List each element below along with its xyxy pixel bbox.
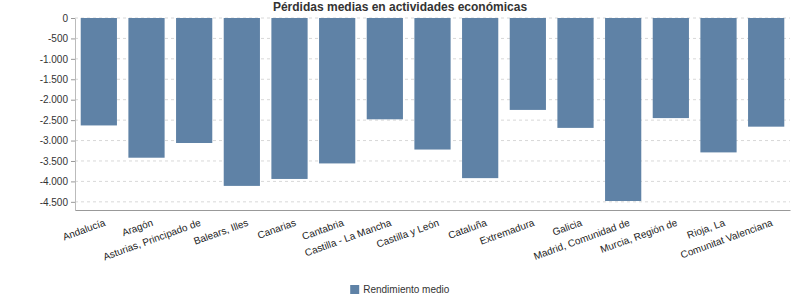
bar [128, 18, 164, 158]
grid-line [75, 160, 790, 161]
y-tick-label: 0 [62, 13, 68, 24]
y-tick-mark [71, 18, 75, 19]
x-tick-label: Castilla y León [375, 217, 440, 250]
y-tick-mark [71, 59, 75, 60]
legend-label: Rendimiento medio [363, 284, 450, 295]
x-tick: Canarias [256, 210, 297, 241]
y-tick-label: -1.500 [40, 74, 69, 85]
y-axis: -4.500 -4.000 -3.500 -3.000 -2.500 -2.000 -1.5… [40, 13, 76, 211]
y-tick-label: -3.000 [40, 135, 69, 146]
y-tick-label: -3.500 [40, 156, 69, 167]
plot: -4.500 -4.000 -3.500 -3.000 -2.500 -2.000 -1.5… [40, 13, 791, 263]
x-tick: Balears, Illes [192, 210, 250, 247]
x-tick-label: Murcia, Región de [599, 217, 679, 255]
x-tick: Asturias, Principado de [102, 210, 203, 262]
bar [462, 18, 498, 178]
y-tick-mark [71, 141, 75, 142]
x-tick: Murcia, Región de [599, 210, 679, 255]
x-tick-label: Extremadura [478, 217, 536, 247]
bar [319, 18, 355, 163]
y-tick-mark [71, 161, 75, 162]
y-tick-label: -2.500 [40, 115, 69, 126]
y-tick-mark [71, 181, 75, 182]
x-tick-label: Canarias [256, 217, 297, 241]
bars [81, 18, 785, 201]
title: Pérdidas medias en actividades económica… [273, 0, 527, 14]
x-tick-label: Asturias, Principado de [102, 217, 203, 263]
bar [224, 18, 260, 186]
bar [510, 18, 546, 110]
x-tick-label: Comunitat Valenciana [679, 217, 774, 261]
y-tick-label: -2.000 [40, 94, 69, 105]
y-tick-mark [71, 100, 75, 101]
y-axis-line [75, 19, 76, 211]
y-tick-mark [71, 202, 75, 203]
legend-item: Rendimiento medio [350, 284, 450, 295]
y-tick: 0 [62, 13, 75, 24]
y-tick: -2.500 [40, 115, 75, 126]
x-tick: Madrid, Comunidad de [532, 210, 631, 262]
y-tick: -3.000 [40, 135, 75, 146]
bar [271, 18, 307, 179]
legend-swatch [350, 285, 359, 294]
bar [81, 18, 117, 125]
x-tick: Castilla - La Mancha [303, 210, 393, 258]
y-tick-label: -1.000 [40, 54, 69, 65]
x-tick: Andalucía [61, 210, 107, 242]
x-tick: Comunitat Valenciana [679, 210, 774, 260]
bar [557, 18, 593, 128]
bar [653, 18, 689, 118]
bar [748, 18, 784, 127]
grid-line [75, 201, 790, 202]
y-tick-mark [71, 38, 75, 39]
y-tick: -2.000 [40, 94, 75, 105]
y-tick-mark [71, 120, 75, 121]
y-tick: -500 [48, 33, 75, 44]
bar [367, 18, 403, 119]
grid-line [75, 181, 790, 182]
x-tick: Extremadura [478, 210, 536, 247]
y-tick-label: -500 [48, 33, 68, 44]
x-axis: AndalucíaAragónAsturias, Principado deBa… [61, 210, 790, 262]
x-axis-line [76, 210, 791, 211]
chart: Pérdidas medias en actividades económica… [0, 0, 800, 300]
x-tick-label: Balears, Illes [192, 217, 250, 247]
y-tick: -1.000 [40, 54, 75, 65]
grid [75, 18, 790, 202]
y-tick: -3.500 [40, 156, 75, 167]
bar [700, 18, 736, 152]
x-tick: Castilla y León [375, 210, 440, 250]
y-tick: -4.000 [40, 176, 75, 187]
bar [414, 18, 450, 150]
y-tick: -1.500 [40, 74, 75, 85]
x-tick-label: Andalucía [61, 217, 107, 243]
y-tick-mark [71, 79, 75, 80]
y-tick: -4.500 [40, 197, 75, 208]
y-tick-label: -4.000 [40, 176, 69, 187]
bar [605, 18, 641, 201]
y-tick-label: -4.500 [40, 197, 69, 208]
legend: Rendimiento medio [350, 284, 450, 295]
bar [176, 18, 212, 143]
